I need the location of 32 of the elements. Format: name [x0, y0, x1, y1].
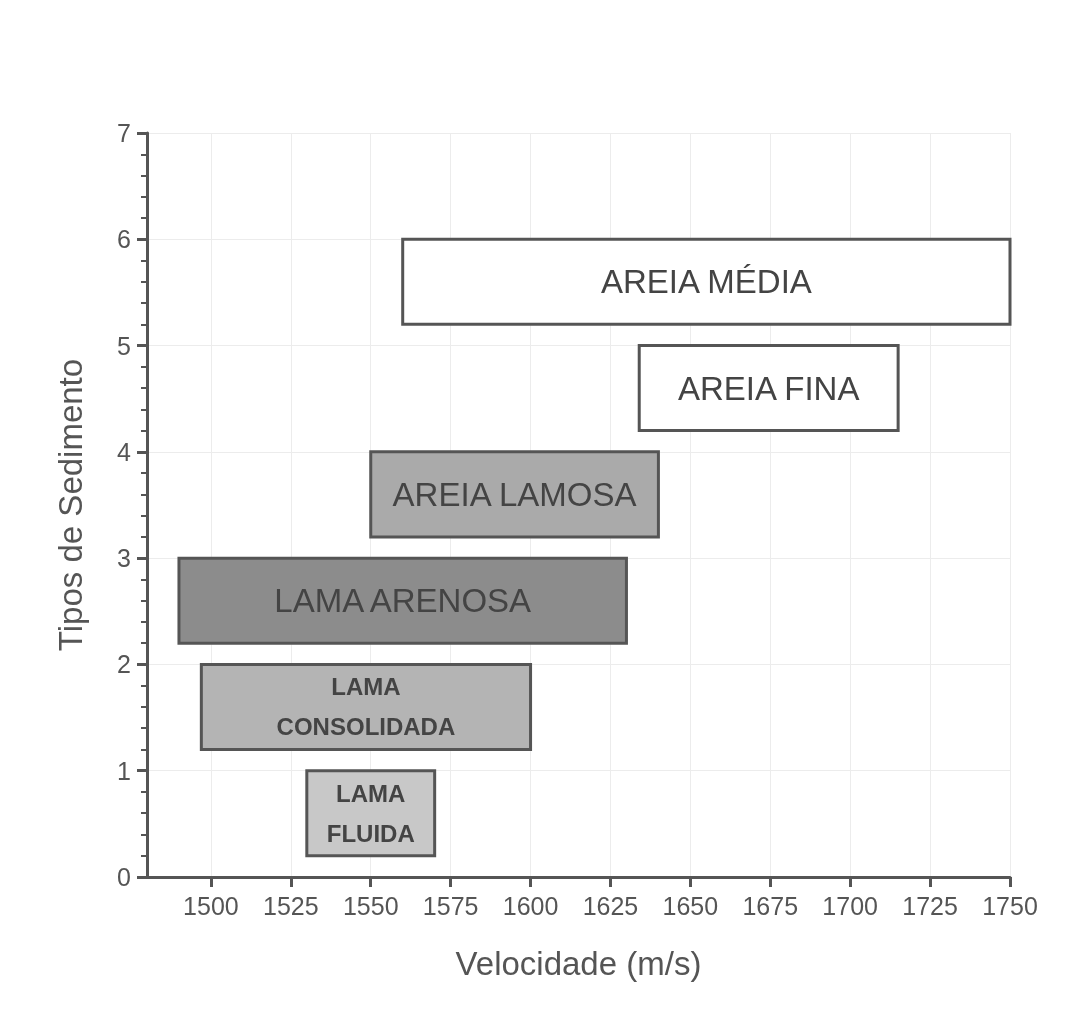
x-tick-label: 1550: [342, 891, 399, 920]
x-tick-label: 1525: [263, 891, 319, 920]
x-tick-label: 1700: [822, 891, 878, 920]
data-label: LAMA FLUIDA: [326, 779, 415, 847]
y-tick-label: 2: [117, 650, 131, 679]
y-tick-label: 4: [117, 437, 132, 466]
y-tick-label: 3: [117, 544, 131, 573]
x-axis-title: Velocidade (m/s): [455, 945, 702, 982]
y-tick-label: 6: [117, 225, 131, 254]
x-tick-label: 1750: [982, 891, 1038, 920]
bar: [177, 556, 628, 645]
y-tick-label: 1: [117, 756, 131, 785]
data-label: LAMA ARENOSA: [274, 582, 532, 620]
y-tick-label: 7: [117, 119, 131, 147]
data-label: AREIA LAMOSA: [392, 475, 637, 513]
y-tick-label: 0: [117, 863, 131, 891]
x-tick-label: 1600: [502, 891, 559, 920]
x-tick-label: 1725: [902, 891, 958, 920]
x-tick-label: 1625: [582, 891, 639, 920]
x-tick-label: 1650: [662, 891, 719, 920]
data-label: LAMA CONSOLIDADA: [276, 673, 456, 741]
x-tick-label: 1675: [742, 891, 799, 920]
bar: [369, 450, 660, 539]
bar: [401, 237, 1012, 326]
x-tick-label: 1500: [183, 891, 239, 920]
y-tick-label: 5: [117, 331, 131, 360]
x-tick-label: 1575: [422, 891, 479, 920]
y-axis-title: Tipos de Sedimento: [52, 358, 89, 652]
bar: [199, 662, 533, 751]
data-label: AREIA MÉDIA: [600, 263, 812, 301]
bar: [637, 344, 900, 433]
data-label: AREIA FINA: [677, 369, 860, 407]
